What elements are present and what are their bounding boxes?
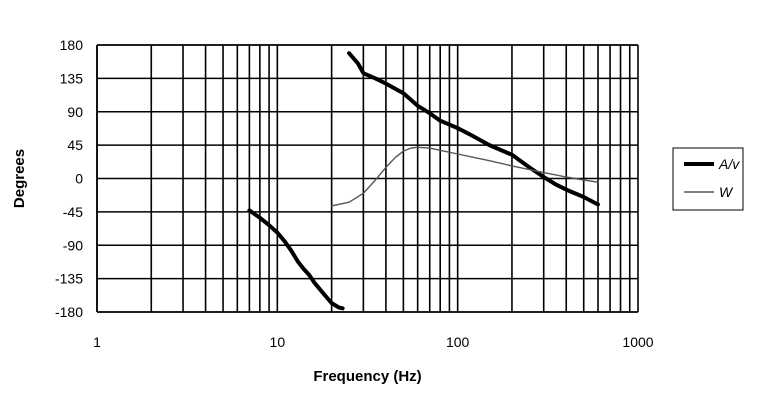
legend-box	[672, 147, 744, 211]
y-axis-title: Degrees	[11, 149, 28, 208]
series-line-w-segment-0	[330, 146, 599, 207]
legend: A/v W	[672, 147, 744, 211]
y-tick-label: -180	[55, 304, 83, 320]
series-line-av-segment-0	[247, 208, 345, 311]
y-tick-label: -90	[63, 237, 83, 253]
y-tick-label: 0	[75, 171, 83, 187]
series-line-av-segment-1	[347, 51, 600, 207]
x-tick-label: 1000	[622, 334, 653, 350]
y-tick-label: 45	[67, 137, 83, 153]
y-tick-label: -135	[55, 271, 83, 287]
series-lines	[247, 51, 600, 311]
y-tick-labels: 180 135 90 45 0 -45 -90 -135 -180	[55, 37, 83, 320]
grid-lines	[96, 44, 638, 313]
legend-label-av: A/v	[718, 156, 740, 172]
legend-label-w: W	[719, 184, 734, 200]
x-tick-labels: 1 10 100 1000	[93, 334, 654, 350]
x-tick-label: 100	[446, 334, 470, 350]
y-tick-label: 180	[60, 37, 84, 53]
y-tick-label: 90	[67, 104, 83, 120]
x-tick-label: 1	[93, 334, 101, 350]
x-tick-label: 10	[270, 334, 286, 350]
y-tick-label: 135	[60, 70, 84, 86]
plot-frame	[96, 44, 639, 313]
y-tick-label: -45	[63, 204, 83, 220]
x-axis-title: Frequency (Hz)	[313, 368, 421, 385]
